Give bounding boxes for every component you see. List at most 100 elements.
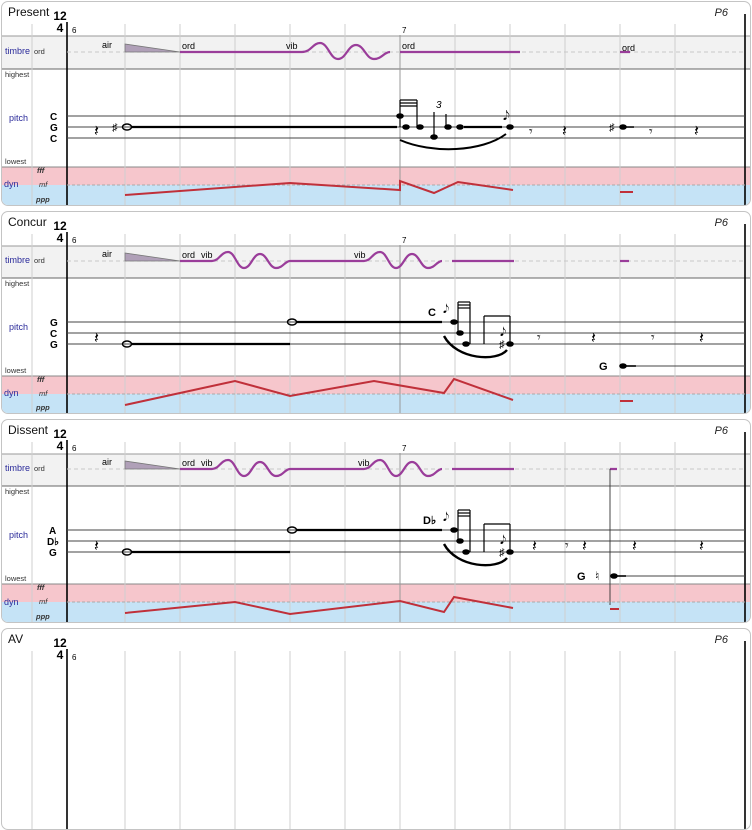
svg-text:𝅘𝅥𝅮: 𝅘𝅥𝅮 [443, 510, 449, 524]
lowest-label: lowest [5, 366, 27, 375]
panel-av: 12 4 6 AV P6 [1, 628, 751, 830]
quarter-rest-icon: 𝄽 [632, 538, 637, 555]
part-label: P6 [714, 7, 728, 19]
timbre-word: vib [201, 458, 213, 468]
panel-title: Present [8, 5, 50, 19]
panel-title: Dissent [8, 423, 49, 437]
quarter-rest-icon: 𝄽 [694, 123, 699, 140]
dyn-lane-label: dyn [4, 388, 19, 398]
pitch-name: G [50, 340, 58, 351]
timbre-word: air [102, 249, 112, 259]
mf-label: mf [39, 389, 48, 398]
lowest-label: lowest [5, 574, 27, 583]
svg-text:𝅘𝅥𝅮: 𝅘𝅥𝅮 [500, 533, 506, 547]
svg-text:𝅘𝅥𝅮: 𝅘𝅥𝅮 [443, 302, 449, 316]
timbre-lane-label: timbre [5, 46, 31, 56]
measure-number: 7 [402, 236, 407, 245]
quarter-rest-icon: 𝄽 [591, 330, 596, 347]
timbre-word: ord [182, 41, 195, 51]
panel-concur: 12 4 6 7 air ord vib vib G C G 𝄽 C 𝅘𝅥𝅮 [1, 211, 751, 414]
ppp-label: ppp [36, 612, 50, 621]
measure-number: 6 [72, 26, 77, 35]
highest-label: highest [5, 70, 30, 79]
pitch-lane-label: pitch [9, 322, 29, 332]
svg-text:𝄾: 𝄾 [537, 329, 541, 345]
fff-label: fff [37, 375, 45, 384]
ord-label: ord [34, 256, 45, 265]
quarter-rest-icon: 𝄽 [532, 538, 537, 555]
meter-numerator: 12 [53, 9, 67, 23]
dyn-lane-label: dyn [4, 597, 19, 607]
meter-numerator: 12 [53, 427, 67, 441]
timbre-word: vib [354, 250, 366, 260]
ppp-label: ppp [36, 403, 50, 412]
quarter-rest-icon: 𝄽 [94, 538, 99, 555]
pitch-lane-label: pitch [9, 113, 29, 123]
quarter-rest-icon: 𝄽 [562, 123, 567, 140]
tuplet-number: 3 [436, 100, 442, 111]
quarter-rest-icon: 𝄽 [699, 538, 704, 555]
dyn-lane-label: dyn [4, 179, 19, 189]
timbre-lane-label: timbre [5, 255, 31, 265]
low-pitch-name: G [577, 571, 586, 583]
svg-text:♯: ♯ [112, 122, 118, 134]
fff-label: fff [37, 166, 45, 175]
timbre-word: vib [201, 250, 213, 260]
svg-text:♯: ♯ [499, 339, 505, 351]
timbre-word: ord [182, 458, 195, 468]
quarter-rest-icon: 𝄽 [582, 538, 587, 555]
timbre-word: vib [286, 41, 298, 51]
timbre-word: vib [358, 458, 370, 468]
svg-text:𝄾: 𝄾 [529, 123, 533, 139]
part-label: P6 [714, 425, 728, 437]
svg-text:𝄾: 𝄾 [565, 537, 569, 553]
fff-label: fff [37, 583, 45, 592]
meter-denominator: 4 [57, 439, 64, 453]
panel-title: Concur [8, 215, 47, 229]
mf-label: mf [39, 597, 48, 606]
meter-denominator: 4 [57, 21, 64, 35]
mf-label: mf [39, 180, 48, 189]
timbre-word: ord [402, 41, 415, 51]
svg-text:𝅘𝅥𝅮: 𝅘𝅥𝅮 [500, 325, 506, 339]
svg-text:♮: ♮ [595, 569, 599, 583]
pitch-name: C [50, 112, 57, 123]
panel-present: 12 4 6 7 air ord vib ord ord C G C 𝄽 ♯ [1, 1, 751, 206]
timbre-word: air [102, 457, 112, 467]
meter-denominator: 4 [57, 648, 64, 662]
pitch-name: G [49, 548, 57, 559]
pitch-name: C [50, 329, 57, 340]
highest-label: highest [5, 487, 30, 496]
measure-number: 6 [72, 236, 77, 245]
ppp-label: ppp [36, 195, 50, 204]
svg-text:𝅘𝅥𝅮: 𝅘𝅥𝅮 [503, 108, 510, 123]
part-label: P6 [714, 217, 728, 229]
quarter-rest-icon: 𝄽 [699, 330, 704, 347]
measure-number: 7 [402, 444, 407, 453]
svg-text:𝄾: 𝄾 [651, 329, 655, 345]
pitch-name: G [50, 318, 58, 329]
pitch-name: D♭ [47, 537, 59, 548]
timbre-word: ord [182, 250, 195, 260]
low-pitch-name: G [599, 361, 608, 373]
panel-dissent: 12 4 6 7 air ord vib vib A D♭ G 𝄽 D♭ 𝅘𝅥𝅮 [1, 419, 751, 623]
pitch-lane-label: pitch [9, 530, 29, 540]
measure-number: 7 [402, 26, 407, 35]
score-dissent: 12 4 6 7 air ord vib vib A D♭ G 𝄽 D♭ 𝅘𝅥𝅮 [2, 427, 750, 622]
svg-text:♯: ♯ [609, 122, 615, 134]
timbre-lane-label: timbre [5, 463, 31, 473]
measure-number: 6 [72, 444, 77, 453]
score-av: 12 4 6 [31, 636, 746, 829]
timbre-word: ord [622, 43, 635, 53]
part-label: P6 [714, 634, 728, 646]
meter-numerator: 12 [53, 636, 67, 650]
grace-pitch-name: C [428, 307, 436, 319]
quarter-rest-icon: 𝄽 [94, 330, 99, 347]
measure-number: 6 [72, 653, 77, 662]
grace-pitch-name: D♭ [423, 515, 436, 527]
ord-label: ord [34, 47, 45, 56]
pitch-name: C [50, 134, 57, 145]
meter-numerator: 12 [53, 219, 67, 233]
lowest-label: lowest [5, 157, 27, 166]
svg-text:♯: ♯ [499, 547, 505, 559]
